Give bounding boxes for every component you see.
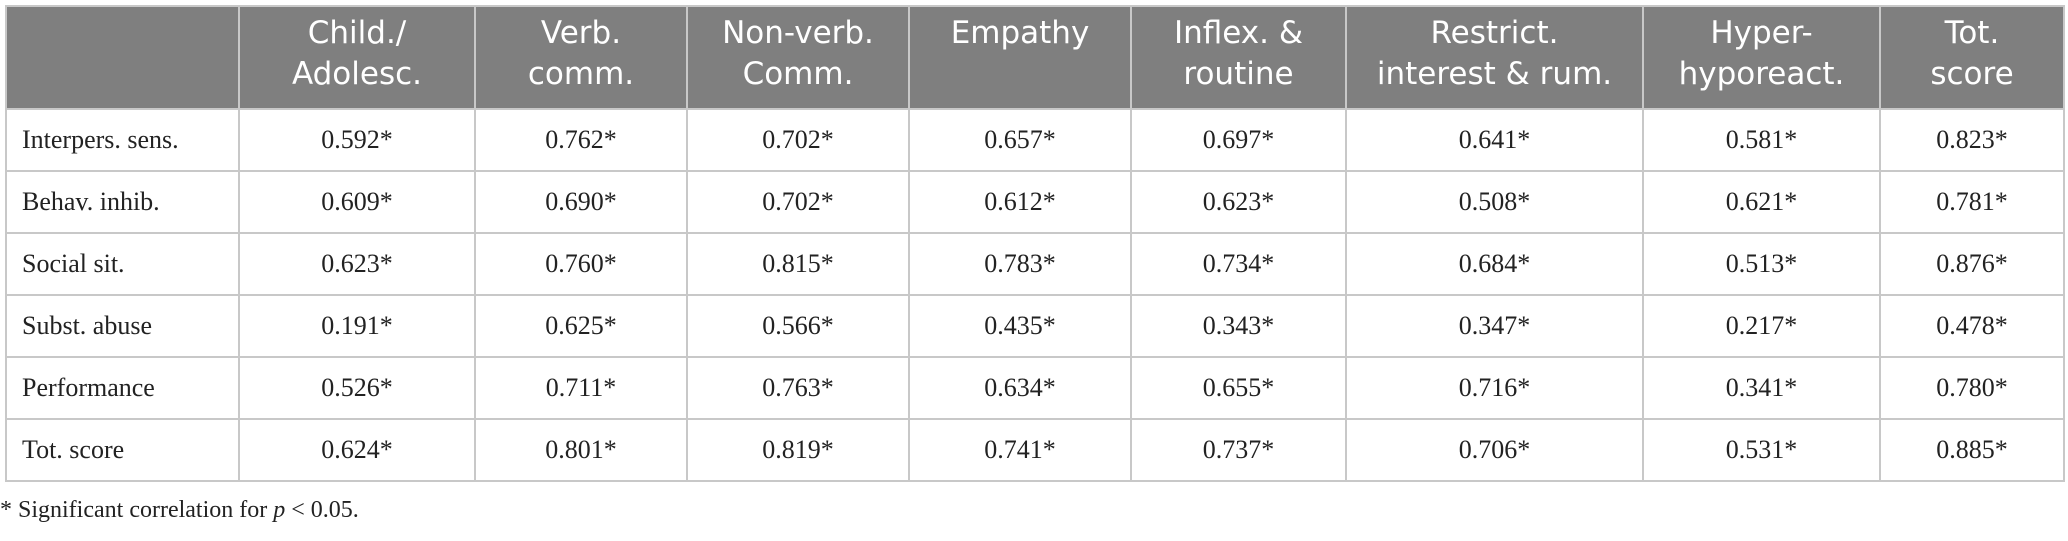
- table-cell: 0.819*: [686, 418, 910, 482]
- table-cell: 0.876*: [1879, 232, 2065, 296]
- row-label: Subst. abuse: [5, 294, 240, 358]
- header-cell-hyper-hyporeact: Hyper-hyporeact.: [1642, 5, 1881, 110]
- table-cell: 0.478*: [1879, 294, 2065, 358]
- footnote-variable: p: [273, 497, 286, 523]
- header-cell-child-adolesc: Child./Adolesc.: [238, 5, 476, 110]
- header-cell-restrict-interest: Restrict. interest & rum.: [1345, 5, 1644, 110]
- table-cell: 0.801*: [474, 418, 688, 482]
- table-cell: 0.690*: [474, 170, 688, 234]
- table-cell: 0.711*: [474, 356, 688, 420]
- table-cell: 0.760*: [474, 232, 688, 296]
- header-cell-empathy: Empathy: [908, 5, 1132, 110]
- table-cell: 0.624*: [238, 418, 476, 482]
- table-cell: 0.508*: [1345, 170, 1644, 234]
- table-cell: 0.191*: [238, 294, 476, 358]
- table-cell: 0.737*: [1130, 418, 1347, 482]
- table-cell: 0.641*: [1345, 108, 1644, 172]
- table-cell: 0.623*: [238, 232, 476, 296]
- row-label: Performance: [5, 356, 240, 420]
- table-cell: 0.741*: [908, 418, 1132, 482]
- footnote-suffix: < 0.05.: [285, 497, 359, 523]
- table-cell: 0.783*: [908, 232, 1132, 296]
- table-row: Subst. abuse 0.191* 0.625* 0.566* 0.435*…: [5, 294, 2065, 358]
- table-cell: 0.343*: [1130, 294, 1347, 358]
- table-cell: 0.716*: [1345, 356, 1644, 420]
- table-cell: 0.513*: [1642, 232, 1881, 296]
- row-label: Social sit.: [5, 232, 240, 296]
- table-cell: 0.702*: [686, 170, 910, 234]
- header-cell-tot-score: Tot. score: [1879, 5, 2065, 110]
- header-cell-empty: [5, 5, 240, 110]
- table-row: Social sit. 0.623* 0.760* 0.815* 0.783* …: [5, 232, 2065, 296]
- table-cell: 0.684*: [1345, 232, 1644, 296]
- correlation-table-container: Child./Adolesc. Verb. comm. Non-verb. Comm…: [5, 5, 2065, 482]
- row-label: Tot. score: [5, 418, 240, 482]
- table-cell: 0.581*: [1642, 108, 1881, 172]
- table-cell: 0.706*: [1345, 418, 1644, 482]
- table-cell: 0.815*: [686, 232, 910, 296]
- table-cell: 0.435*: [908, 294, 1132, 358]
- table-cell: 0.341*: [1642, 356, 1881, 420]
- table-cell: 0.885*: [1879, 418, 2065, 482]
- table-cell: 0.623*: [1130, 170, 1347, 234]
- table-cell: 0.609*: [238, 170, 476, 234]
- table-cell: 0.655*: [1130, 356, 1347, 420]
- footnote-prefix: * Significant correlation for: [0, 497, 274, 523]
- correlation-table: Child./Adolesc. Verb. comm. Non-verb. Comm…: [5, 5, 2065, 482]
- header-cell-non-verb-comm: Non-verb. Comm.: [686, 5, 910, 110]
- table-cell: 0.780*: [1879, 356, 2065, 420]
- header-row: Child./Adolesc. Verb. comm. Non-verb. Comm…: [5, 5, 2065, 110]
- table-cell: 0.762*: [474, 108, 688, 172]
- table-cell: 0.621*: [1642, 170, 1881, 234]
- table-cell: 0.531*: [1642, 418, 1881, 482]
- table-cell: 0.217*: [1642, 294, 1881, 358]
- table-cell: 0.763*: [686, 356, 910, 420]
- table-cell: 0.347*: [1345, 294, 1644, 358]
- table-cell: 0.823*: [1879, 108, 2065, 172]
- row-label: Behav. inhib.: [5, 170, 240, 234]
- table-cell: 0.702*: [686, 108, 910, 172]
- significance-footnote: * Significant correlation for p < 0.05.: [0, 497, 359, 524]
- table-row: Performance 0.526* 0.711* 0.763* 0.634* …: [5, 356, 2065, 420]
- table-cell: 0.781*: [1879, 170, 2065, 234]
- table-cell: 0.612*: [908, 170, 1132, 234]
- table-cell: 0.697*: [1130, 108, 1347, 172]
- table-row: Interpers. sens. 0.592* 0.762* 0.702* 0.…: [5, 108, 2065, 172]
- table-row: Tot. score 0.624* 0.801* 0.819* 0.741* 0…: [5, 418, 2065, 482]
- table-row: Behav. inhib. 0.609* 0.690* 0.702* 0.612…: [5, 170, 2065, 234]
- table-cell: 0.592*: [238, 108, 476, 172]
- table-cell: 0.566*: [686, 294, 910, 358]
- row-label: Interpers. sens.: [5, 108, 240, 172]
- table-cell: 0.526*: [238, 356, 476, 420]
- table-cell: 0.734*: [1130, 232, 1347, 296]
- header-cell-inflex-routine: Inflex. & routine: [1130, 5, 1347, 110]
- table-cell: 0.625*: [474, 294, 688, 358]
- table-cell: 0.657*: [908, 108, 1132, 172]
- header-cell-verb-comm: Verb. comm.: [474, 5, 688, 110]
- table-cell: 0.634*: [908, 356, 1132, 420]
